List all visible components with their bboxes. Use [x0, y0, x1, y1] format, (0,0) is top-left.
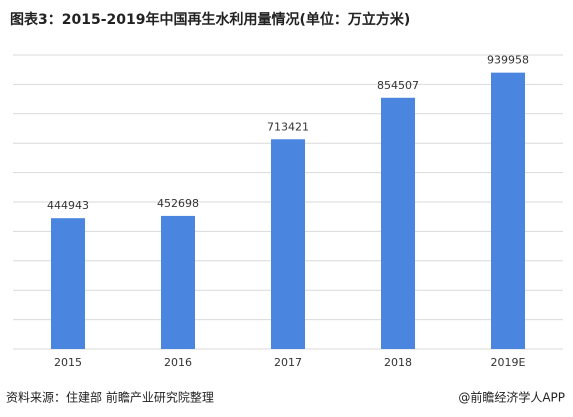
value-label: 452698	[157, 197, 199, 210]
bar	[161, 215, 195, 349]
x-tick-label: 2017	[274, 356, 302, 369]
bar	[381, 97, 415, 350]
bar	[271, 139, 305, 349]
chart-title: 图表3：2015-2019年中国再生水利用量情况(单位：万立方米)	[10, 11, 410, 28]
watermark-text: @前瞻经济学人APP	[458, 390, 565, 405]
value-label: 939958	[487, 54, 529, 67]
source-note: 资料来源：住建部 前瞻产业研究院整理	[6, 390, 214, 405]
value-label: 854507	[377, 79, 419, 92]
bar	[51, 218, 85, 349]
bar	[491, 72, 525, 350]
x-tick-label: 2018	[384, 356, 412, 369]
x-tick-label: 2015	[54, 356, 82, 369]
value-label: 444943	[47, 199, 89, 212]
x-tick-label: 2019E	[491, 356, 526, 369]
value-label: 713421	[267, 120, 309, 133]
x-tick-label: 2016	[164, 356, 192, 369]
